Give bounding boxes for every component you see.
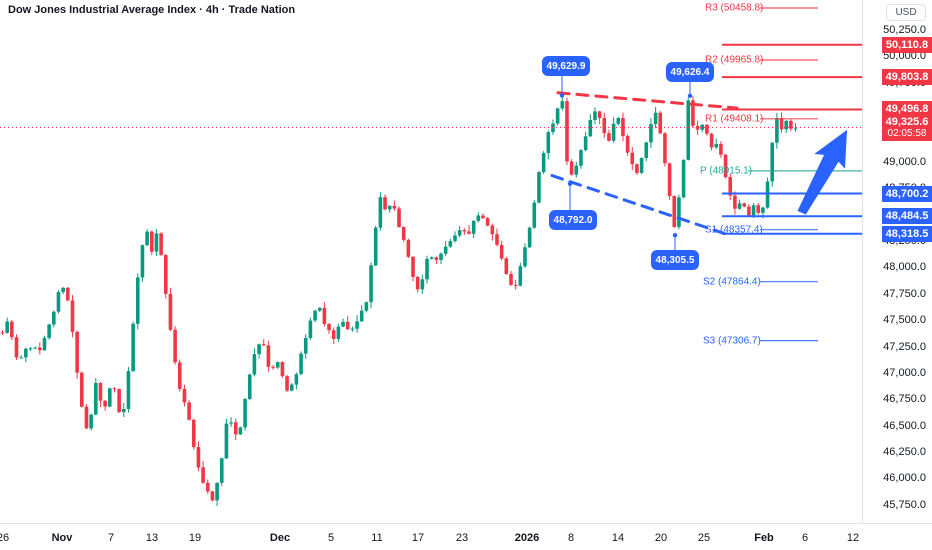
price-tick-label: 46,500.0 [883, 419, 926, 432]
symbol-title: Dow Jones Industrial Average Index · 4h … [8, 4, 296, 16]
currency-button[interactable]: USD [886, 4, 926, 21]
time-tick-label: 12 [846, 532, 860, 544]
level-price-badge: 49,803.8 [882, 69, 932, 86]
price-tick-label: 47,250.0 [883, 340, 926, 353]
price-tick-label: 49,000.0 [883, 155, 926, 168]
time-tick-label: 25 [697, 532, 711, 544]
time-tick-label: 8 [567, 532, 575, 544]
time-tick-label: Feb [754, 532, 774, 544]
time-tick-label: 13 [145, 532, 159, 544]
time-tick-label: Dec [269, 532, 291, 544]
price-tick-label: 45,750.0 [883, 498, 926, 511]
time-tick-label: 17 [411, 532, 425, 544]
trendlines-layer[interactable] [550, 91, 739, 236]
current-price-value: 49,325.6 [885, 115, 929, 128]
price-tick-label: 46,000.0 [883, 472, 926, 485]
pivot-lines-layer [748, 7, 878, 342]
price-tick-label: 46,750.0 [883, 393, 926, 406]
time-tick-label: 20 [654, 532, 668, 544]
time-tick-label: 11 [371, 532, 383, 544]
level-price-badge: 49,496.8 [882, 101, 932, 118]
time-tick-label: 5 [327, 532, 335, 544]
up-arrow-annotation[interactable] [786, 122, 862, 222]
time-tick-label: 26 [0, 532, 10, 544]
time-tick-label: 6 [801, 532, 809, 544]
current-price-badge: 49,325.6 02:05:58 [882, 114, 932, 141]
time-tick-label: 19 [188, 532, 202, 544]
candles-layer [0, 94, 798, 506]
level-price-badge: 48,318.5 [882, 225, 932, 242]
time-tick-label: 14 [611, 532, 625, 544]
level-price-badge: 48,700.2 [882, 185, 932, 202]
level-lines-layer[interactable] [722, 43, 882, 235]
price-tick-label: 50,250.0 [883, 24, 926, 36]
price-tick-label: 50,000.0 [883, 50, 926, 63]
time-tick-label: 2026 [514, 532, 540, 544]
currency-label: USD [895, 7, 917, 18]
time-axis[interactable]: 26 Nov 7 13 19 Dec 5 11 17 23 2026 8 14 20 25 Feb 6 12 [0, 523, 932, 550]
price-tick-label: 48,000.0 [883, 261, 926, 274]
price-tick-label: 47,000.0 [883, 366, 926, 379]
level-price-badge: 48,484.5 [882, 208, 932, 225]
current-price-countdown: 02:05:58 [887, 127, 927, 139]
marker-pointers-layer [559, 76, 693, 250]
price-tick-label: 47,500.0 [883, 314, 926, 327]
level-price-badge: 50,110.8 [882, 36, 932, 53]
time-tick-label: 23 [455, 532, 469, 544]
price-tick-label: 47,750.0 [883, 287, 926, 300]
price-tick-label: 46,250.0 [883, 446, 926, 459]
time-tick-label: 7 [107, 532, 115, 544]
time-tick-label: Nov [51, 532, 73, 544]
